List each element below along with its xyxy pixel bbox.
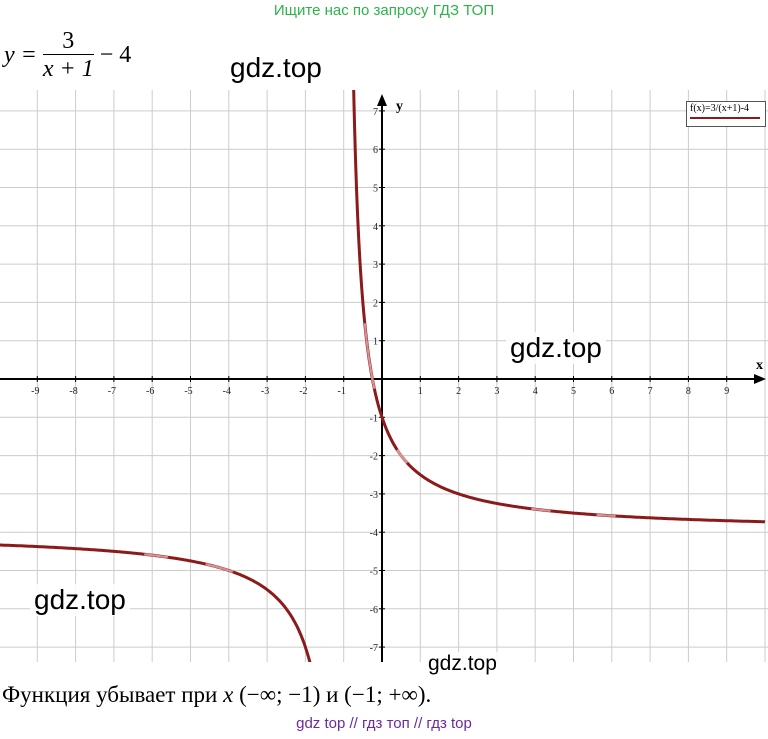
x-tick-label: 4	[533, 386, 538, 397]
x-tick-label: 3	[494, 386, 499, 397]
x-tick-label: 2	[456, 386, 461, 397]
watermark: gdz.top	[226, 52, 326, 84]
y-tick-label: -7	[370, 643, 378, 654]
x-tick-label: 7	[648, 386, 653, 397]
x-tick-label: 8	[686, 386, 691, 397]
fraction-bar	[42, 53, 94, 55]
curve-highlight	[396, 449, 408, 464]
conclusion-intervals: (−∞; −1) и (−1; +∞).	[233, 682, 432, 707]
formula-numerator: 3	[62, 27, 75, 54]
x-tick-label: 1	[418, 386, 423, 397]
x-axis-label: x	[756, 358, 763, 373]
y-tick-label: 3	[373, 260, 378, 271]
footer-watermark: gdz top // гдз топ // гдз top	[296, 715, 472, 732]
y-tick-label: 2	[373, 298, 378, 309]
y-tick-label: 7	[373, 107, 378, 118]
x-tick-label: -9	[31, 386, 39, 397]
x-tick-label: -8	[69, 386, 77, 397]
curve-highlight	[205, 563, 234, 573]
y-axis-label: y	[396, 99, 403, 114]
y-tick-label: -4	[370, 528, 378, 539]
x-tick-label: -3	[261, 386, 269, 397]
y-tick-label: -3	[370, 490, 378, 501]
y-tick-label: 4	[373, 222, 378, 233]
x-tick-label: -2	[299, 386, 307, 397]
curve-highlight	[531, 507, 551, 512]
formula-fraction: 3 x + 1	[42, 27, 94, 83]
chart-legend: f(x)=3/(x+1)-4	[686, 101, 766, 127]
y-tick-label: 1	[373, 337, 378, 348]
x-tick-label: -7	[108, 386, 116, 397]
y-tick-label: -6	[370, 605, 378, 616]
curve-highlight	[363, 323, 376, 389]
y-tick-label: 6	[373, 145, 378, 156]
x-tick-label: -5	[184, 386, 192, 397]
x-tick-label: 6	[609, 386, 614, 397]
x-tick-label: 5	[571, 386, 576, 397]
legend-swatch	[690, 117, 760, 119]
y-tick-label: -5	[370, 567, 378, 578]
conclusion-prefix: Функция убывает при	[2, 682, 224, 707]
x-tick-label: -4	[223, 386, 231, 397]
watermark: gdz.top	[424, 652, 501, 676]
axes: xy	[0, 94, 766, 662]
watermark: gdz.top	[506, 332, 606, 364]
formula-tail: − 4	[99, 41, 132, 68]
curve-highlight	[144, 553, 169, 559]
y-axis-arrow	[377, 94, 387, 106]
conclusion-text: Функция убывает при x (−∞; −1) и (−1; +∞…	[2, 682, 431, 708]
watermark: gdz.top	[30, 584, 130, 616]
function-curve	[0, 90, 766, 662]
grid-lines	[0, 90, 768, 662]
curve-highlight	[596, 513, 616, 517]
tick-labels: -9-8-7-6-5-4-3-2-1123456789987654321-1-2…	[31, 107, 729, 654]
formula-lhs: y =	[4, 41, 37, 68]
x-axis-arrow	[754, 374, 766, 384]
top-banner: Ищите нас по запросу ГДЗ ТОП	[273, 2, 495, 19]
curve-right-branch	[352, 90, 766, 524]
function-graph: xy -9-8-7-6-5-4-3-2-1123456789987654321-…	[0, 90, 768, 662]
y-tick-label: -2	[370, 452, 378, 463]
y-tick-label: -1	[370, 413, 378, 424]
x-tick-label: 9	[724, 386, 729, 397]
x-tick-label: -1	[338, 386, 346, 397]
function-formula: y = 3 x + 1 − 4	[4, 24, 131, 86]
legend-label: f(x)=3/(x+1)-4	[690, 103, 750, 114]
y-tick-label: 5	[373, 184, 378, 195]
x-tick-label: -6	[146, 386, 154, 397]
formula-denominator: x + 1	[42, 55, 94, 82]
conclusion-variable: x	[223, 682, 234, 707]
